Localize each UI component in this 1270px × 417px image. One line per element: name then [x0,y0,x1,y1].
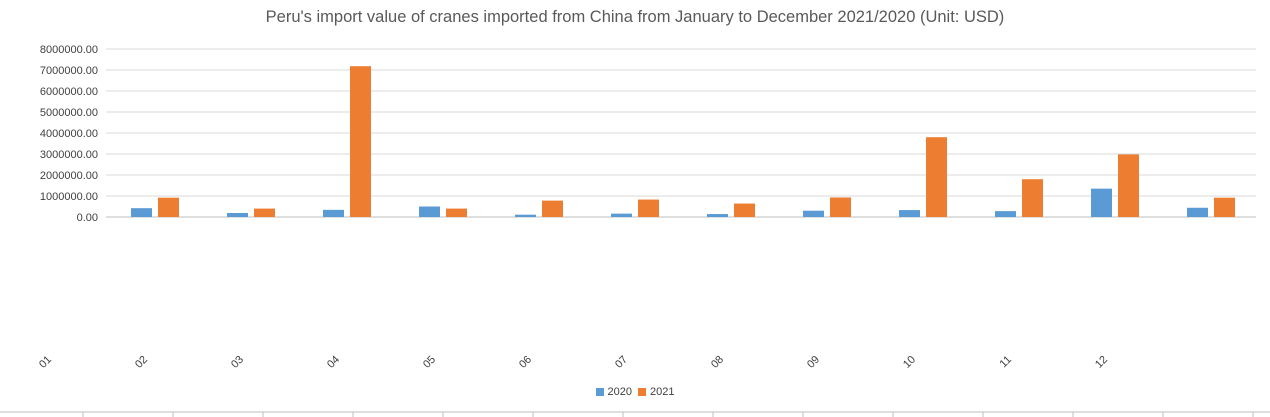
bar-2021-05 [542,200,563,217]
bar-2020-07 [707,214,728,217]
chart-title: Peru's import value of cranes imported f… [265,8,1005,26]
bar-2020-09 [899,210,920,217]
x-category-label: 06 [517,354,534,371]
bar-2020-10 [995,211,1016,217]
legend: 2020 2021 [0,386,1270,398]
bar-2021-01 [158,197,179,217]
y-tick-label: 4000000.00 [40,128,98,140]
legend-item-2020: 2020 [595,386,632,398]
legend-label: 2020 [607,386,632,398]
y-tick-label: 2000000.00 [40,170,98,182]
bottom-axis [0,411,1270,417]
x-category-label: 07 [613,354,630,371]
bar-2021-03 [350,66,371,217]
bar-2020-12 [1187,207,1208,217]
y-tick-label: 6000000.00 [40,86,98,98]
legend-swatch [595,388,604,396]
y-tick-label: 8000000.00 [40,44,98,56]
bar-2020-08 [803,210,824,217]
bar-2021-11 [1118,154,1139,217]
bar-2020-04 [419,206,440,217]
y-axis-tick-labels: 0.00 1000000.00 2000000.00 3000000.00 400000… [40,44,98,224]
y-tick-label: 1000000.00 [40,191,98,203]
bar-2021-06 [638,199,659,217]
bars [131,66,1235,217]
bar-2021-10 [1022,179,1043,217]
y-tick-label: 5000000.00 [40,107,98,119]
x-category-label: 08 [709,354,726,371]
bar-2021-09 [926,137,947,217]
bar-2020-03 [323,209,344,217]
bar-2020-06 [611,213,632,217]
x-category-label: 09 [805,354,822,371]
x-category-label: 02 [133,354,150,371]
bar-2021-02 [254,208,275,217]
legend-item-2021: 2021 [638,386,674,398]
y-tick-label: 7000000.00 [40,65,98,77]
bar-2021-12 [1214,197,1235,217]
x-category-label: 11 [998,354,1015,371]
y-tick-label: 0.00 [77,212,98,224]
x-category-label: 05 [421,354,438,371]
legend-swatch [638,388,646,396]
x-category-label: 10 [901,354,918,371]
x-category-label: 01 [37,354,54,371]
bar-2020-11 [1091,188,1112,217]
bar-2020-05 [515,214,536,217]
bar-2020-01 [131,208,152,217]
x-category-label: 03 [229,354,246,371]
legend-label: 2021 [650,386,675,398]
gridlines [106,48,1256,218]
bar-2021-04 [446,208,467,217]
x-axis-category-labels: 01 02 03 04 05 06 07 08 09 10 11 12 [37,354,1110,371]
x-category-label: 04 [325,354,342,371]
bar-2021-08 [830,197,851,217]
bar-2021-07 [734,203,755,217]
y-tick-label: 3000000.00 [40,149,98,161]
bar-2020-02 [227,213,248,217]
x-category-label: 12 [1093,354,1110,371]
